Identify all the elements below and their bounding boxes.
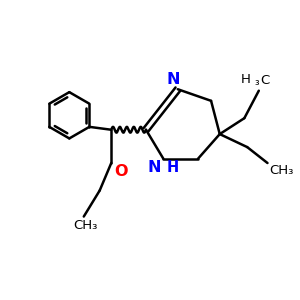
Text: CH₃: CH₃ [269,164,293,178]
Text: ₃: ₃ [254,77,259,87]
Text: N: N [148,160,161,175]
Text: CH₃: CH₃ [73,219,98,232]
Text: H: H [166,160,178,175]
Text: O: O [115,164,128,179]
Text: N: N [167,72,180,87]
Text: C: C [260,74,269,87]
Text: H: H [240,74,250,86]
